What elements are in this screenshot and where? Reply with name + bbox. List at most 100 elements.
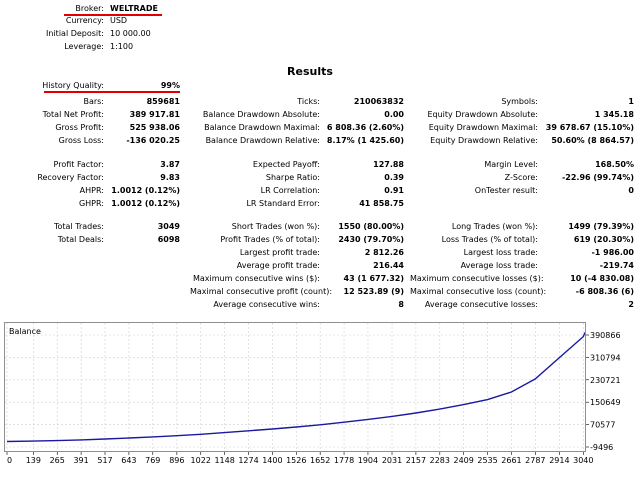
stat-value: 3049 <box>157 222 180 231</box>
chart-series <box>6 332 586 443</box>
x-tick-label: 1274 <box>238 456 258 465</box>
stat-value: 0.39 <box>384 173 404 182</box>
stat-label: Total Net Profit: <box>42 110 104 119</box>
stat-value: -22.96 (99.74%) <box>561 173 634 182</box>
stat-value: 8.17% (1 425.60) <box>326 136 404 145</box>
x-tick-label: 391 <box>73 456 88 465</box>
chart-grid <box>5 323 585 451</box>
stat-value: 0 <box>628 186 634 195</box>
x-tick-label: 896 <box>169 456 184 465</box>
stat-value: 41 858.75 <box>359 199 404 208</box>
stat-value: -1 986.00 <box>591 248 634 257</box>
results-title: Results <box>287 65 333 78</box>
stat-value: 43 (1 677.32) <box>343 274 404 283</box>
stat-value: 2 <box>628 300 634 309</box>
stat-label: Loss Trades (% of total): <box>441 235 538 244</box>
stat-value: 210063832 <box>353 97 404 106</box>
x-tick-label: 2409 <box>453 456 473 465</box>
x-tick-label: 1022 <box>191 456 211 465</box>
stat-label: Long Trades (won %): <box>451 222 538 231</box>
x-tick-label: 1778 <box>334 456 354 465</box>
stat-value: -136 020.25 <box>126 136 180 145</box>
stat-value: 10 (-4 830.08) <box>570 274 634 283</box>
stat-label: Expected Payoff: <box>252 160 320 169</box>
y-tick-label: 390866 <box>590 331 621 340</box>
stat-value: 0.91 <box>384 186 404 195</box>
chart-y-axis: 390866 310794 230721 150649 70577 -9496 <box>586 331 621 452</box>
x-tick-label: 769 <box>145 456 160 465</box>
stat-value: -6 808.36 (6) <box>575 287 634 296</box>
stat-value: 2430 (79.70%) <box>338 235 404 244</box>
stat-label: Average consecutive losses: <box>424 300 538 309</box>
stat-value: 2 812.26 <box>364 248 404 257</box>
stat-value: 6 808.36 (2.60%) <box>326 123 404 132</box>
stat-label: Total Trades: <box>54 222 104 231</box>
stat-value: 1550 (80.00%) <box>338 222 404 231</box>
y-tick-label: 150649 <box>590 398 621 407</box>
stat-label: Ticks: <box>297 97 320 106</box>
stat-label: Z-Score: <box>504 173 538 182</box>
stat-label: Largest loss trade: <box>463 248 538 257</box>
stat-value: 3.87 <box>160 160 180 169</box>
stat-label: Balance Drawdown Maximal: <box>204 123 320 132</box>
chart-x-axis: 0 139 265 391 517 643 769 896 1022 1148 1274 1400 15… <box>6 452 593 465</box>
stat-value: -219.74 <box>599 261 634 270</box>
stat-value: 619 (20.30%) <box>573 235 634 244</box>
y-tick-label: 310794 <box>590 353 621 362</box>
stat-label: Largest profit trade: <box>239 248 320 257</box>
broker-value: WELTRADE <box>110 4 158 13</box>
stat-label: Gross Profit: <box>55 123 104 132</box>
y-tick-label: 70577 <box>590 421 615 430</box>
x-tick-label: 2031 <box>382 456 402 465</box>
leverage-value: 1:100 <box>110 42 134 51</box>
stat-value: 0.00 <box>384 110 404 119</box>
stat-label: Equity Drawdown Maximal: <box>428 123 538 132</box>
stat-label: Recovery Factor: <box>37 173 104 182</box>
balance-chart-svg: Balance <box>5 323 586 451</box>
stat-value: 216.44 <box>373 261 404 270</box>
stat-label: LR Standard Error: <box>246 199 320 208</box>
initial-deposit-label: Initial Deposit: <box>46 29 104 38</box>
stat-value: 525 938.06 <box>129 123 180 132</box>
stat-value: 1499 (79.39%) <box>568 222 634 231</box>
stat-value: 12 523.89 (9) <box>343 287 404 296</box>
stat-label: Profit Factor: <box>53 160 104 169</box>
stat-value: 6098 <box>157 235 180 244</box>
stat-label: Balance Drawdown Absolute: <box>202 110 320 119</box>
stat-label: LR Correlation: <box>260 186 320 195</box>
balance-line <box>6 332 586 443</box>
broker-label: Broker: <box>75 4 104 13</box>
stat-value: 8 <box>398 300 404 309</box>
x-tick-label: 2661 <box>501 456 521 465</box>
stat-label: OnTester result: <box>474 186 538 195</box>
stat-label: Margin Level: <box>484 160 538 169</box>
stat-value: 1 345.18 <box>594 110 634 119</box>
stat-value: 389 917.81 <box>129 110 180 119</box>
history-quality-underline <box>44 91 180 93</box>
stat-value: 1.0012 (0.12%) <box>111 186 180 195</box>
history-quality-value: 99% <box>160 81 180 90</box>
x-tick-label: 643 <box>121 456 136 465</box>
stat-label: Average consecutive wins: <box>213 300 320 309</box>
stat-label: Maximum consecutive wins ($): <box>192 274 320 283</box>
x-tick-label: 3040 <box>573 456 593 465</box>
leverage-label: Leverage: <box>64 42 104 51</box>
stat-label: Bars: <box>83 97 104 106</box>
stat-label: Sharpe Ratio: <box>265 173 320 182</box>
x-tick-label: 2283 <box>430 456 450 465</box>
stat-value: 9.83 <box>160 173 180 182</box>
stat-value: 50.60% (8 864.57) <box>551 136 634 145</box>
currency-label: Currency: <box>65 16 104 25</box>
initial-deposit-value: 10 000.00 <box>110 29 151 38</box>
stat-label: Maximal consecutive profit (count): <box>190 287 333 296</box>
stat-value: 39 678.67 (15.10%) <box>545 123 634 132</box>
x-tick-label: 1148 <box>214 456 234 465</box>
currency-value: USD <box>110 16 128 25</box>
stat-label: Average loss trade: <box>460 261 538 270</box>
history-quality-label: History Quality: <box>42 81 104 90</box>
broker-underline <box>64 14 162 16</box>
balance-chart: Balance <box>4 322 586 452</box>
x-tick-label: 2787 <box>525 456 545 465</box>
x-tick-label: 2914 <box>549 456 569 465</box>
x-tick-label: 0 <box>7 456 12 465</box>
